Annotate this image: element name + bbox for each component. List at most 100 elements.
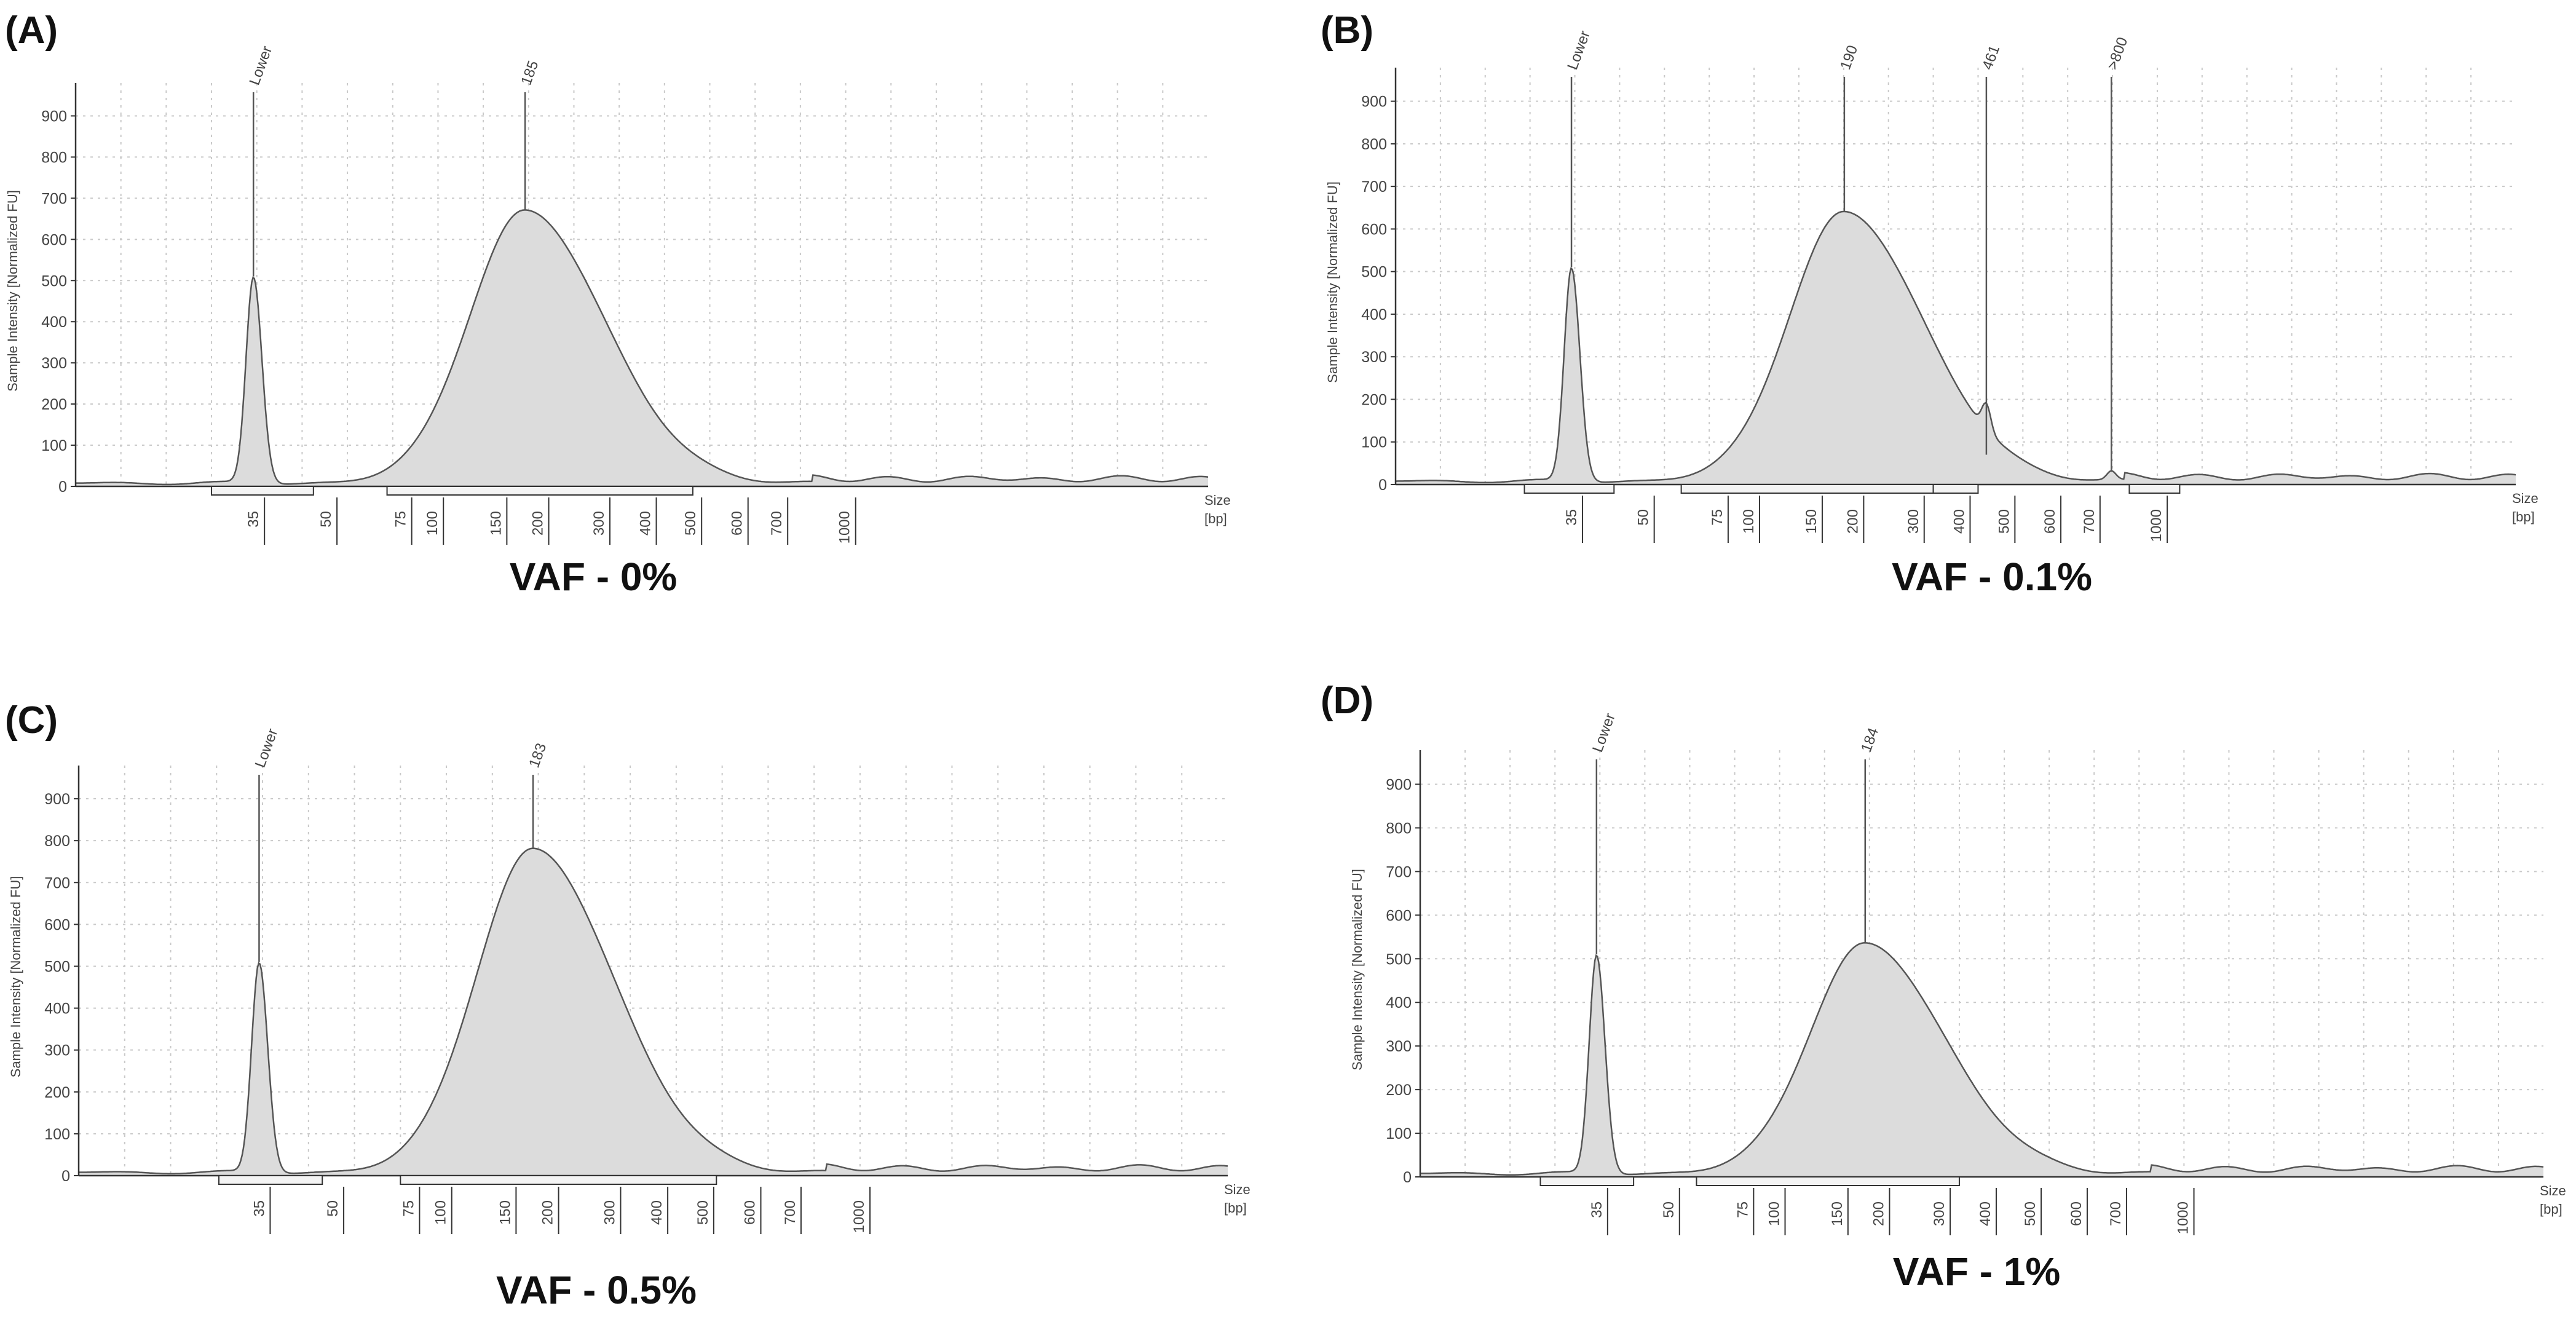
x-tick-label: 100 [433, 1200, 449, 1225]
x-tick-label: 150 [488, 511, 504, 536]
x-tick-label: 400 [649, 1200, 665, 1225]
x-tick-label: 75 [393, 511, 409, 528]
y-tick-label: 400 [44, 1000, 70, 1018]
panel-label: (A) [5, 9, 58, 52]
peak-label: Lower [246, 44, 275, 87]
x-tick-label: 600 [741, 1200, 758, 1225]
y-tick-label: 200 [1361, 391, 1387, 408]
y-tick-label: 800 [1386, 820, 1412, 837]
chart-a: (A) 0 100 200 300 400 500 600 700 800 900 Sample In… [5, 9, 1231, 599]
y-tick-label: 0 [58, 478, 67, 496]
peak-label: 185 [518, 58, 542, 87]
chart-c: (C) 0 100 200 300 400 500 600 700 800 900 Sample In… [5, 699, 1250, 1312]
y-tick-label: 400 [1361, 306, 1387, 323]
x-tick-label: 400 [1977, 1201, 1994, 1226]
trace-fill [79, 848, 1228, 1176]
x-tick-label: 75 [1734, 1201, 1751, 1218]
trace-fill [1420, 943, 2543, 1177]
panel-label: (B) [1321, 9, 1373, 52]
integration-region [218, 1175, 323, 1185]
x-tick-label: 1000 [851, 1200, 867, 1233]
x-tick-label: 75 [400, 1200, 417, 1217]
y-tick-label: 300 [1361, 349, 1387, 366]
x-tick-label: 300 [591, 511, 607, 536]
y-tick-label: 700 [44, 874, 70, 892]
x-tick-label: 50 [318, 511, 334, 528]
x-tick-label: 50 [1635, 509, 1652, 526]
integration-region [1539, 1176, 1635, 1186]
y-tick-label: 900 [1361, 93, 1387, 111]
x-tick-label: 75 [1709, 509, 1726, 526]
y-tick-label: 800 [1361, 136, 1387, 153]
integration-region [1523, 484, 1615, 494]
x-tick-label: 150 [1829, 1201, 1846, 1226]
x-tick-label: 500 [695, 1200, 711, 1225]
y-tick-label: 200 [44, 1084, 70, 1101]
panel-label: (D) [1321, 679, 1373, 722]
peak-label: >800 [2104, 35, 2132, 72]
x-tick-label: 150 [497, 1200, 513, 1225]
x-tick-label: 500 [2022, 1201, 2039, 1226]
y-tick-label: 800 [41, 149, 67, 166]
integration-region [386, 486, 693, 496]
x-tick-label: 600 [2068, 1201, 2085, 1226]
vaf-caption: VAF - 0.1% [1892, 555, 2092, 599]
x-tick-label: 400 [1951, 509, 1967, 534]
x-tick-label: 100 [424, 511, 441, 536]
x-tick-label: 300 [1931, 1201, 1948, 1226]
y-tick-label: 100 [1386, 1125, 1412, 1142]
chart-d: (D) 0 100 200 300 400 500 600 700 800 900 Sample In… [1321, 679, 2566, 1294]
electropherogram-panel-d: (D) 0 100 200 300 400 500 600 700 800 900 Sample In… [1316, 676, 2576, 1322]
x-tick-label: 200 [530, 511, 547, 536]
x-axis-label-unit: [bp] [1204, 511, 1227, 526]
y-tick-label: 300 [44, 1042, 70, 1059]
peak-label: 461 [1979, 43, 2003, 72]
x-tick-label: 600 [729, 511, 746, 536]
vaf-caption: VAF - 1% [1893, 1249, 2061, 1294]
y-axis-label: Sample Intensity [Normalized FU] [1325, 181, 1340, 383]
x-axis-label-unit: [bp] [1224, 1200, 1247, 1216]
y-tick-label: 100 [1361, 434, 1387, 451]
vaf-caption: VAF - 0.5% [496, 1268, 697, 1312]
x-axis-label-size: Size [2512, 491, 2538, 506]
x-axis-label-unit: [bp] [2512, 509, 2535, 524]
x-tick-label: 200 [1844, 509, 1861, 534]
x-axis-label-size: Size [1224, 1182, 1250, 1197]
y-tick-label: 0 [1378, 477, 1387, 494]
y-tick-label: 500 [41, 272, 67, 290]
x-axis-label-size: Size [1204, 493, 1231, 508]
vaf-caption: VAF - 0% [510, 555, 678, 599]
peak-label: 184 [1858, 726, 1882, 754]
trace-fill [1396, 211, 2516, 485]
x-tick-label: 1000 [2175, 1201, 2192, 1234]
y-tick-label: 500 [1386, 951, 1412, 968]
x-axis-label-size: Size [2540, 1183, 2566, 1198]
y-tick-label: 700 [1386, 863, 1412, 881]
x-tick-label: 400 [638, 511, 654, 536]
y-tick-label: 500 [1361, 264, 1387, 281]
y-tick-label: 600 [41, 231, 67, 248]
y-tick-label: 800 [44, 833, 70, 850]
y-tick-label: 0 [61, 1168, 70, 1185]
y-tick-label: 300 [41, 355, 67, 372]
integration-region [400, 1175, 717, 1185]
x-tick-label: 150 [1803, 509, 1820, 534]
x-tick-label: 600 [2042, 509, 2058, 534]
y-tick-label: 700 [41, 190, 67, 207]
y-tick-label: 600 [44, 916, 70, 933]
x-tick-label: 300 [1905, 509, 1922, 534]
x-tick-label: 700 [2108, 1201, 2124, 1226]
y-tick-label: 300 [1386, 1038, 1412, 1055]
x-tick-label: 700 [768, 511, 785, 536]
x-axis-label-unit: [bp] [2540, 1201, 2562, 1217]
chart-b: (B) 0 100 200 300 400 500 600 700 800 900 Sample In… [1321, 9, 2538, 599]
trace-line [78, 847, 1228, 1175]
x-tick-label: 300 [601, 1200, 618, 1225]
y-tick-label: 500 [44, 958, 70, 975]
x-tick-label: 50 [1661, 1201, 1677, 1218]
x-tick-label: 200 [1870, 1201, 1887, 1226]
x-tick-label: 700 [2081, 509, 2098, 534]
y-tick-label: 600 [1361, 221, 1387, 238]
x-tick-label: 700 [782, 1200, 799, 1225]
x-tick-label: 35 [1589, 1201, 1605, 1218]
